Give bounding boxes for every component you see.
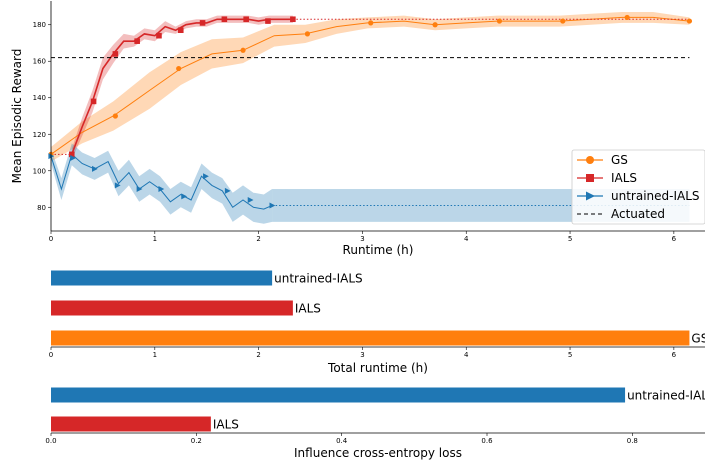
- x-tick-label: 5: [568, 351, 572, 359]
- y-tick-label: 160: [33, 58, 46, 66]
- marker-ials: [221, 16, 228, 23]
- axes: 0.0 0.2 0.4 0.6 0.8: [45, 432, 705, 445]
- marker-gs: [432, 22, 438, 28]
- legend-marker-gs: [586, 156, 594, 164]
- marker-ials: [112, 51, 119, 57]
- series-line-untrained-ials: [50, 153, 273, 210]
- bar-gs: [51, 330, 690, 346]
- marker-gs: [304, 31, 311, 37]
- marker-untrained-ials: [158, 186, 165, 193]
- marker-gs: [560, 18, 566, 24]
- x-tick-label: 0.6: [481, 437, 493, 445]
- x-tick-label: 3: [360, 351, 364, 359]
- marker-ials: [290, 16, 296, 23]
- legend-label-gs: GS: [611, 153, 628, 167]
- x-tick-label: 3: [360, 235, 364, 243]
- legend-label-untrained-ials: untrained-IALS: [611, 189, 700, 203]
- x-tick-label: 1: [153, 351, 157, 359]
- bar-label-untrained-ials: untrained-IALS: [627, 389, 705, 403]
- x-tick-label: 1: [153, 235, 157, 243]
- x-tick-label: 2: [256, 235, 260, 243]
- x-axis-label: Influence cross-entropy loss: [294, 446, 462, 460]
- marker-gs: [496, 18, 503, 24]
- marker-untrained-ials: [136, 186, 143, 193]
- marker-ials: [68, 151, 75, 158]
- marker-ials: [134, 38, 140, 44]
- x-axis-label: Runtime (h): [343, 243, 414, 257]
- x-tick-label: 2: [256, 351, 260, 359]
- bar-label-gs: GS: [691, 332, 705, 346]
- x-tick-label: 0.4: [336, 437, 348, 445]
- marker-ials: [265, 18, 271, 24]
- y-tick-label: 80: [37, 204, 46, 212]
- x-tick-label: 6: [672, 235, 677, 243]
- x-tick-label: 4: [464, 351, 469, 359]
- legend-label-actuated: Actuated: [611, 207, 665, 221]
- y-tick-label: 120: [33, 131, 46, 139]
- x-axis-label: Total runtime (h): [327, 361, 428, 375]
- axes: 0 1 2 3 4 5 6: [49, 346, 705, 359]
- y-tick-label: 100: [33, 167, 46, 175]
- bar-untrained-ials: [51, 387, 626, 403]
- marker-untrained-ials: [224, 187, 231, 194]
- x-tick-label: 0: [49, 351, 53, 359]
- bar-label-ials: IALS: [213, 418, 239, 432]
- marker-gs: [240, 47, 246, 53]
- legend-box: [571, 149, 705, 225]
- bar-label-untrained-ials: untrained-IALS: [274, 272, 363, 286]
- marker-ials: [199, 20, 206, 26]
- x-tick-label: 4: [464, 235, 469, 243]
- marker-untrained-ials: [247, 196, 254, 203]
- band-gs: [51, 12, 690, 162]
- runtime-bar-chart: untrained-IALS IALS GS 0 1 2 3 4 5 6 Total runti…: [49, 270, 705, 375]
- marker-ials: [243, 16, 249, 23]
- runtime-bars: untrained-IALS IALS GS: [51, 270, 705, 346]
- legend: GS IALS untrained-IALS Actuated: [571, 149, 705, 225]
- x-tick-label: 0.8: [627, 437, 638, 445]
- x-tick-label: 6: [672, 351, 677, 359]
- series-markers: [48, 14, 693, 209]
- marker-gs: [624, 14, 630, 21]
- marker-ials: [177, 27, 184, 34]
- marker-untrained-ials: [92, 165, 98, 172]
- marker-untrained-ials: [181, 193, 188, 200]
- marker-ials: [156, 32, 162, 39]
- y-tick-label: 140: [33, 94, 46, 102]
- axes: 0 1 2 3 4 5 6 80 100 120 140 160 180: [33, 1, 705, 243]
- marker-ials: [90, 98, 97, 105]
- marker-gs: [686, 18, 693, 24]
- bar-ials: [51, 300, 293, 316]
- bar-label-ials: IALS: [295, 302, 321, 316]
- legend-marker-untrained-ials: [586, 191, 595, 201]
- marker-gs: [176, 65, 182, 72]
- marker-untrained-ials: [269, 202, 276, 209]
- band-untrained-ials: [51, 143, 273, 224]
- marker-untrained-ials: [114, 182, 121, 189]
- x-tick-label: 5: [568, 235, 572, 243]
- legend-label-ials: IALS: [611, 171, 637, 185]
- x-tick-label: 0.2: [191, 437, 202, 445]
- loss-bars: untrained-IALS IALS: [51, 387, 705, 432]
- y-tick-label: 180: [33, 21, 46, 29]
- x-tick-label: 0.0: [45, 437, 56, 445]
- y-axis-label: Mean Episodic Reward: [10, 49, 24, 184]
- series-line-gs: [50, 16, 690, 155]
- loss-bar-chart: untrained-IALS IALS 0.0 0.2 0.4 0.6 0.8 Influ…: [45, 387, 705, 460]
- reward-line-chart: 0 1 2 3 4 5 6 80 100 120 140 160 180 Runtime (h) Mea…: [10, 1, 705, 257]
- bar-untrained-ials: [51, 270, 273, 286]
- marker-gs: [112, 113, 118, 119]
- marker-gs: [368, 20, 374, 26]
- legend-marker-ials: [586, 174, 594, 182]
- bar-ials: [51, 416, 211, 432]
- marker-untrained-ials: [203, 173, 209, 180]
- marker-untrained-ials: [70, 154, 76, 161]
- x-tick-label: 0: [49, 235, 53, 243]
